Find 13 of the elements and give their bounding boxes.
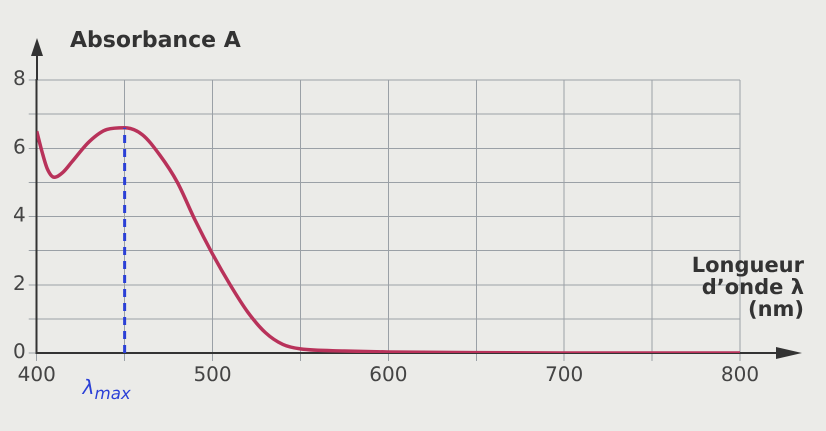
x-tick-label: 400 xyxy=(18,362,56,386)
y-axis-title: Absorbance A xyxy=(70,28,241,53)
x-tick-label: 500 xyxy=(193,362,232,386)
y-tick-label: 6 xyxy=(12,134,26,158)
ref-line-label: λ$_{max}$ xyxy=(82,375,131,403)
y-tick-label: 4 xyxy=(12,202,26,227)
y-tick-label: 8 xyxy=(12,66,26,90)
x-tick-label: 800 xyxy=(720,362,760,386)
y-tick-label: 0 xyxy=(12,339,26,364)
y-tick-label: 2 xyxy=(12,270,26,295)
x-axis-title: Longueur d’onde λ (nm) xyxy=(690,253,804,322)
x-tick-label: 700 xyxy=(545,362,584,386)
x-tick-label: 600 xyxy=(369,362,408,386)
